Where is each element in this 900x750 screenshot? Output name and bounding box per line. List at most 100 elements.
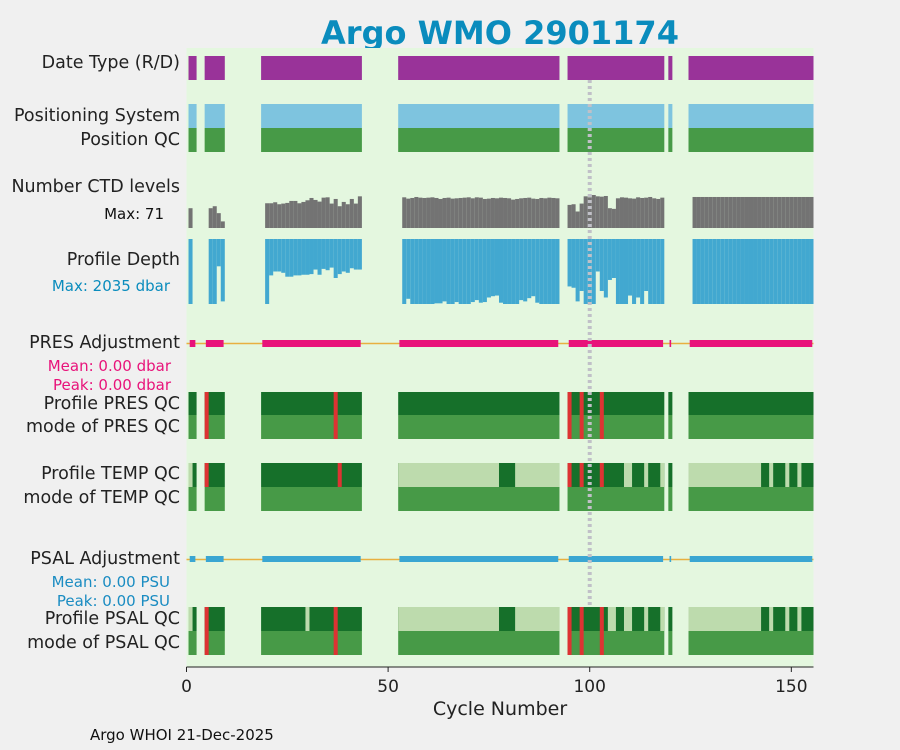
ctd-level-bar	[527, 197, 532, 228]
psal-qc-light-band	[688, 607, 762, 631]
ctd-level-bar	[551, 197, 556, 228]
profile-pres-qc-bar	[204, 392, 225, 415]
profile-depth-bar	[720, 239, 725, 304]
profile-depth-bar	[724, 239, 729, 304]
label-psal-adjustment: PSAL Adjustment	[30, 549, 180, 569]
position-qc-bar	[668, 128, 673, 152]
pres-adjustment-bar	[568, 340, 664, 347]
label-date-type: Date Type (R/D)	[41, 53, 180, 73]
ctd-level-bar	[700, 196, 705, 228]
profile-depth-bar	[623, 239, 629, 304]
ctd-level-bar	[660, 197, 665, 228]
psal-qc-light-band	[515, 607, 560, 631]
ctd-level-bar	[486, 198, 491, 228]
ctd-level-bar	[317, 201, 322, 228]
ctd-level-bar	[539, 197, 544, 228]
ctd-level-bar	[656, 198, 661, 228]
profile-depth-bar	[547, 239, 552, 304]
label-mode-pres-qc: mode of PRES QC	[25, 417, 180, 437]
profile-depth-bar	[599, 239, 604, 291]
x-tick-label: 100	[573, 677, 606, 697]
label-number-ctd-levels: Number CTD levels	[11, 177, 180, 197]
ctd-level-bar	[785, 196, 790, 228]
profile-depth-bar	[640, 239, 645, 304]
psal-qc-light-band	[607, 607, 616, 631]
profile-depth-bar	[607, 239, 612, 280]
profile-depth-bar	[567, 239, 572, 287]
mode-temp-qc-bar	[261, 487, 362, 511]
position-qc-bar	[261, 128, 362, 152]
profile-depth-bar	[422, 239, 427, 304]
label-ctd-max: Max: 71	[104, 205, 164, 223]
ctd-level-bar	[547, 197, 552, 228]
profile-depth-bar	[482, 239, 487, 303]
profile-pres-qc-bar	[668, 392, 673, 415]
profile-depth-bar	[757, 239, 762, 304]
label-psal-mean: Mean: 0.00 PSU	[51, 573, 170, 591]
pres-adjustment-bar	[189, 340, 196, 347]
profile-depth-bar	[696, 239, 701, 304]
ctd-level-bar	[426, 197, 431, 228]
ctd-level-bar	[535, 198, 540, 228]
ctd-level-bar	[615, 198, 620, 228]
profile-depth-bar	[575, 239, 580, 302]
ctd-level-bar	[470, 198, 475, 228]
psal-qc-light-band	[644, 607, 649, 631]
ctd-level-bar	[490, 197, 495, 228]
profile-depth-bar	[466, 239, 471, 304]
pres-adjustment-bar	[205, 340, 224, 347]
profile-depth-bar	[716, 239, 721, 304]
positioning-system-bar	[688, 104, 814, 128]
profile-depth-bar	[220, 239, 225, 302]
profile-depth-bar	[216, 239, 221, 267]
ctd-level-bar	[265, 203, 270, 228]
profile-depth-bar	[406, 239, 411, 299]
profile-depth-bar	[523, 239, 528, 302]
profile-depth-bar	[773, 239, 778, 304]
ctd-level-bar	[438, 198, 443, 228]
ctd-level-bar	[793, 196, 798, 228]
ctd-level-bar	[720, 196, 725, 228]
profile-depth-bar	[470, 239, 475, 303]
profile-depth-bar	[591, 239, 596, 304]
profile-depth-bar	[539, 239, 544, 304]
profile-depth-bar	[636, 239, 641, 298]
mode-temp-qc-bar	[567, 487, 665, 511]
positioning-system-bar	[204, 104, 225, 128]
mode-pres-qc-bar	[668, 415, 673, 439]
positioning-system-bar	[261, 104, 362, 128]
profile-depth-bar	[450, 239, 455, 304]
position-qc-bar	[567, 128, 665, 152]
ctd-level-bar	[555, 198, 560, 228]
profile-depth-bar	[426, 239, 431, 304]
profile-depth-bar	[277, 239, 282, 272]
ctd-level-bar	[273, 202, 278, 228]
profile-depth-bar	[349, 239, 354, 269]
profile-pres-qc-bar	[188, 392, 197, 415]
profile-depth-bar	[603, 239, 608, 298]
psal-adjustment-bar	[689, 556, 813, 562]
mode-pres-qc-bar	[398, 415, 560, 439]
ctd-level-bar	[809, 196, 814, 228]
ctd-level-bar	[628, 198, 633, 228]
ctd-level-bar	[462, 197, 467, 228]
profile-depth-bar	[615, 239, 620, 304]
profile-depth-bar	[297, 239, 302, 276]
psal-qc-light-band	[769, 607, 774, 631]
psal-qc-bad-mark	[579, 607, 584, 655]
date-type-bar	[688, 56, 814, 80]
temp-qc-light-band	[688, 463, 762, 487]
position-qc-bar	[188, 128, 197, 152]
profile-depth-bar	[474, 239, 479, 301]
ctd-level-bar	[357, 196, 362, 228]
ctd-level-bar	[281, 203, 286, 228]
profile-depth-bar	[454, 239, 459, 303]
ctd-level-bar	[575, 211, 580, 228]
profile-depth-bar	[571, 239, 576, 288]
ctd-level-bar	[293, 200, 298, 228]
ctd-level-bar	[446, 197, 451, 228]
profile-depth-bar	[797, 239, 802, 304]
ctd-level-bar	[611, 208, 616, 228]
mode-psal-qc-bar	[688, 631, 814, 655]
